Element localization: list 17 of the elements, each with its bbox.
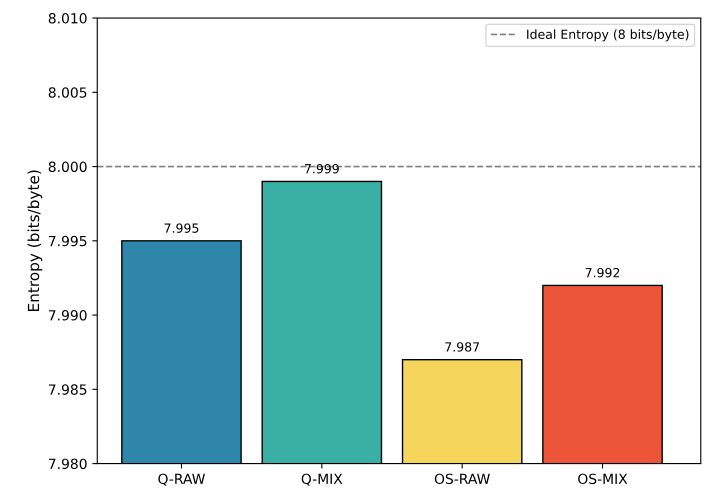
y-tick-label: 7.990 [48,310,87,321]
y-tick-label: 7.995 [48,236,86,246]
data-label: 7.987 [445,342,479,352]
y-axis-title: Entropy (bits/byte) [27,170,42,311]
y-tick-label: 8.005 [48,87,86,98]
x-tick-label: Q-RAW [158,474,205,486]
y-tick-label: 8.010 [48,13,87,24]
x-tick-label: Q-MIX [302,474,342,486]
y-tick-label: 7.985 [48,384,86,395]
y-tick-label: 7.980 [48,458,87,470]
data-label: 7.999 [304,164,339,174]
data-label: 7.992 [586,268,620,278]
legend-label: Ideal Entropy (8 bits/byte) [527,29,688,42]
y-tick-label: 8.000 [48,162,87,172]
x-tick-label: OS-MIX [578,474,628,484]
data-label: 7.995 [164,223,198,233]
x-tick-label: OS-RAW [434,474,490,484]
